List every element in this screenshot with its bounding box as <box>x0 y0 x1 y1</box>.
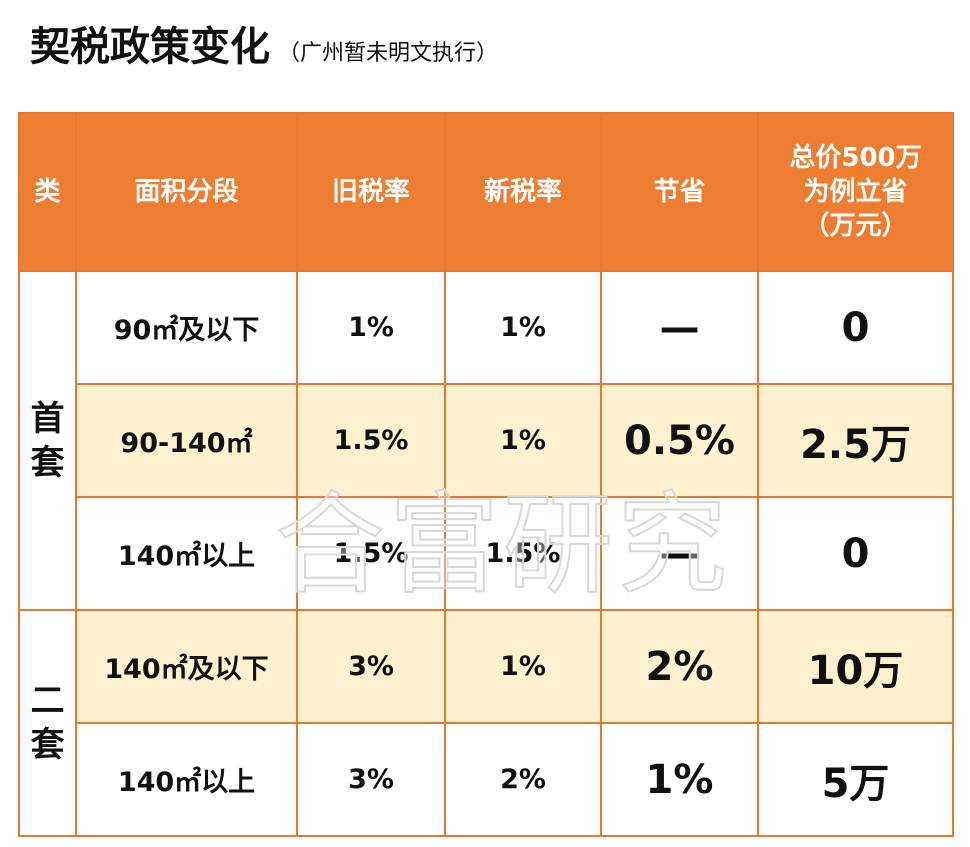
header-line: 新税率 <box>483 177 562 207</box>
table-cell: 2% <box>444 722 602 837</box>
table-row: 90-140㎡ 1.5% 1% 0.5% 2.5万 <box>19 383 954 498</box>
header-cell: 节省 <box>600 112 759 272</box>
table-cell: 1% <box>444 270 602 385</box>
header-line: 类 <box>34 177 61 207</box>
table-cell: 5万 <box>757 722 954 837</box>
header-cell: 旧税率 <box>296 112 446 272</box>
title: 契税政策变化 <box>30 24 270 70</box>
header-line: 旧税率 <box>331 177 410 207</box>
subtitle: （广州暂未明文执行） <box>278 41 499 66</box>
header-cell: 类 <box>18 112 77 272</box>
title-block: 契税政策变化 （广州暂未明文执行） <box>30 14 498 72</box>
header-cell: 面积分段 <box>75 112 298 272</box>
table-cell: 1.5% <box>296 496 446 611</box>
table-cell: 140㎡及以下 <box>75 609 298 724</box>
table-cell: 3% <box>296 609 446 724</box>
header-line: 总价500万 <box>789 143 922 173</box>
group-text: 首套 <box>30 398 65 483</box>
header-line: 为例立省 <box>803 177 908 207</box>
table-cell: 1.5% <box>444 496 602 611</box>
table-cell: 140㎡以上 <box>75 722 298 837</box>
table-cell: — <box>600 496 759 611</box>
table-cell: 1% <box>296 270 446 385</box>
header-cell: 总价500万 为例立省 （万元） <box>757 112 954 272</box>
group-label: 二套 <box>18 609 77 837</box>
header-line: 节省 <box>653 177 706 207</box>
table-cell: 140㎡以上 <box>75 496 298 611</box>
table-cell: 90㎡及以下 <box>75 270 298 385</box>
table-cell: 2.5万 <box>757 383 954 498</box>
table-cell: 0 <box>757 270 954 385</box>
tax-table: 类面积分段 旧税率 新税率 节省 总价500万 为例立省 （万元） 首套 90㎡及以下 1% 1%… <box>18 112 954 837</box>
table-cell: 1% <box>444 383 602 498</box>
table-cell: — <box>600 270 759 385</box>
group-label: 首套 <box>18 270 77 611</box>
table-row: 140㎡以上 3% 2% 1% 5万 <box>19 722 954 837</box>
table-cell: 0 <box>757 496 954 611</box>
header-row: 类 面积分段 旧税率 新税率 节省 总价500万 为例立省 （万元） <box>18 112 954 272</box>
table-row: 140㎡以上 1.5% 1.5% —0 <box>19 496 954 611</box>
table-cell: 0.5% <box>600 383 759 498</box>
table-row: 二套 140㎡及以下 3% 1% 2% 10万 <box>18 609 954 837</box>
table-cell: 2% <box>600 609 759 724</box>
table-cell: 10万 <box>757 609 954 724</box>
header-line: （万元） <box>803 211 908 241</box>
group-text: 二套 <box>30 681 65 765</box>
table-row: 首套 90㎡及以下 1% 1% —0 <box>18 270 954 611</box>
table-cell: 1.5% <box>296 383 446 498</box>
header-cell: 新税率 <box>444 112 602 272</box>
table-cell: 1% <box>444 609 602 724</box>
table-cell: 3% <box>296 722 446 837</box>
table-cell: 90-140㎡ <box>75 383 298 498</box>
table-cell: 1% <box>600 722 759 837</box>
header-line: 面积分段 <box>134 177 239 207</box>
